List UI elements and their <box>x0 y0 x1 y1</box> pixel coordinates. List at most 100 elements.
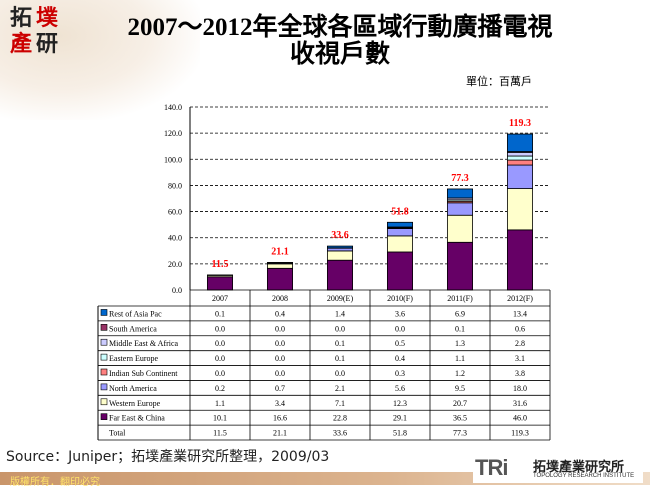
y-tick-label: 80.0 <box>168 181 182 190</box>
legend-swatch <box>101 324 107 330</box>
table-cell: 7.1 <box>335 399 345 408</box>
table-cell: 0.3 <box>395 369 405 378</box>
bar-segment <box>207 277 232 290</box>
table-cell-total: 77.3 <box>453 429 467 438</box>
bar-segment <box>507 156 532 160</box>
table-cell: 1.3 <box>455 339 465 348</box>
table-cell: 22.8 <box>333 414 347 423</box>
table-cell: 0.0 <box>335 324 345 333</box>
table-cell: 0.0 <box>275 354 285 363</box>
x-tick-label: 2008 <box>272 294 288 303</box>
legend-swatch <box>101 339 107 345</box>
table-cell: 0.0 <box>275 369 285 378</box>
legend-label: North America <box>109 384 157 393</box>
legend-label: Indian Sub Continent <box>109 369 178 378</box>
total-label: 33.6 <box>331 230 349 241</box>
total-label: 11.5 <box>212 259 229 270</box>
total-row-label: Total <box>109 429 126 438</box>
y-tick-label: 60.0 <box>168 208 182 217</box>
table-cell: 0.0 <box>275 324 285 333</box>
bar-segment <box>447 189 472 198</box>
table-cell: 3.6 <box>395 309 405 318</box>
table-cell: 0.0 <box>335 369 345 378</box>
table-cell: 2.8 <box>515 339 525 348</box>
legend-swatch <box>101 414 107 420</box>
y-tick-label: 20.0 <box>168 260 182 269</box>
legend-swatch <box>101 384 107 390</box>
table-cell-total: 51.8 <box>393 429 407 438</box>
table-cell: 0.4 <box>275 309 285 318</box>
bar-segment <box>387 252 412 290</box>
table-cell: 3.4 <box>275 399 285 408</box>
y-tick-label: 40.0 <box>168 234 182 243</box>
bar-segment <box>387 229 412 236</box>
y-tick-label: 100.0 <box>164 155 182 164</box>
bar-segment <box>327 246 352 248</box>
table-cell: 20.7 <box>453 399 467 408</box>
bar-segment <box>507 160 532 165</box>
table-cell: 0.1 <box>455 324 465 333</box>
table-cell: 0.7 <box>275 384 285 393</box>
table-cell: 0.6 <box>515 324 525 333</box>
bar-segment <box>327 260 352 290</box>
table-cell: 0.0 <box>215 369 225 378</box>
legend-label: Western Europe <box>109 399 161 408</box>
bar-segment <box>327 251 352 260</box>
legend-label: South America <box>109 324 157 333</box>
table-cell: 3.1 <box>515 354 525 363</box>
table-cell-total: 33.6 <box>333 429 347 438</box>
legend-swatch <box>101 309 107 315</box>
table-cell: 0.4 <box>395 354 405 363</box>
table-cell: 18.0 <box>513 384 527 393</box>
table-cell: 0.0 <box>395 324 405 333</box>
table-cell: 0.2 <box>215 384 225 393</box>
bar-segment <box>447 215 472 242</box>
table-cell: 0.0 <box>215 339 225 348</box>
table-cell: 31.6 <box>513 399 527 408</box>
table-cell: 0.0 <box>215 324 225 333</box>
bar-segment <box>387 222 412 227</box>
legend-swatch <box>101 399 107 405</box>
y-tick-label: 120.0 <box>164 129 182 138</box>
total-label: 77.3 <box>451 173 469 184</box>
table-cell: 12.3 <box>393 399 407 408</box>
table-cell: 9.5 <box>455 384 465 393</box>
total-label: 21.1 <box>271 246 289 257</box>
table-cell-total: 21.1 <box>273 429 287 438</box>
bar-segment <box>507 134 532 152</box>
table-cell: 1.1 <box>455 354 465 363</box>
bar-segment <box>507 230 532 290</box>
x-tick-label: 2012(F) <box>507 294 533 303</box>
x-tick-label: 2009(E) <box>327 294 354 303</box>
total-label: 51.8 <box>391 206 409 217</box>
bar-segment <box>267 264 292 268</box>
table-cell: 6.9 <box>455 309 465 318</box>
bar-segment <box>327 248 352 251</box>
table-cell: 0.0 <box>215 354 225 363</box>
table-cell: 29.1 <box>393 414 407 423</box>
table-cell: 5.6 <box>395 384 405 393</box>
bar-segment <box>387 236 412 252</box>
bar-segment <box>447 242 472 290</box>
table-cell-total: 11.5 <box>213 429 227 438</box>
bar-segment <box>507 165 532 189</box>
table-cell: 0.0 <box>275 339 285 348</box>
table-cell: 1.4 <box>335 309 345 318</box>
x-tick-label: 2011(F) <box>447 294 473 303</box>
bar-segment <box>267 262 292 263</box>
table-cell: 0.5 <box>395 339 405 348</box>
bar-segment <box>507 189 532 230</box>
bar-segment <box>447 203 472 215</box>
tri-mark: TRi <box>475 455 507 481</box>
bar-segment <box>507 152 532 156</box>
legend-swatch <box>101 369 107 375</box>
stacked-bar-chart: 0.0 20.0 40.0 60.0 80.0 100.0 120.0 140.0 11.5 21… <box>0 0 650 450</box>
total-label: 119.3 <box>509 118 531 129</box>
y-tick-label: 0.0 <box>172 286 182 295</box>
table-cell: 2.1 <box>335 384 345 393</box>
tri-english-name: TOPOLOGY RESEARCH INSTITUTE <box>533 473 634 479</box>
y-tick-label: 140.0 <box>164 103 182 112</box>
tri-logo: TRi 拓墣產業研究所 TOPOLOGY RESEARCH INSTITUTE <box>473 455 643 483</box>
table-cell: 36.5 <box>453 414 467 423</box>
legend-label: Far East & China <box>109 414 165 423</box>
